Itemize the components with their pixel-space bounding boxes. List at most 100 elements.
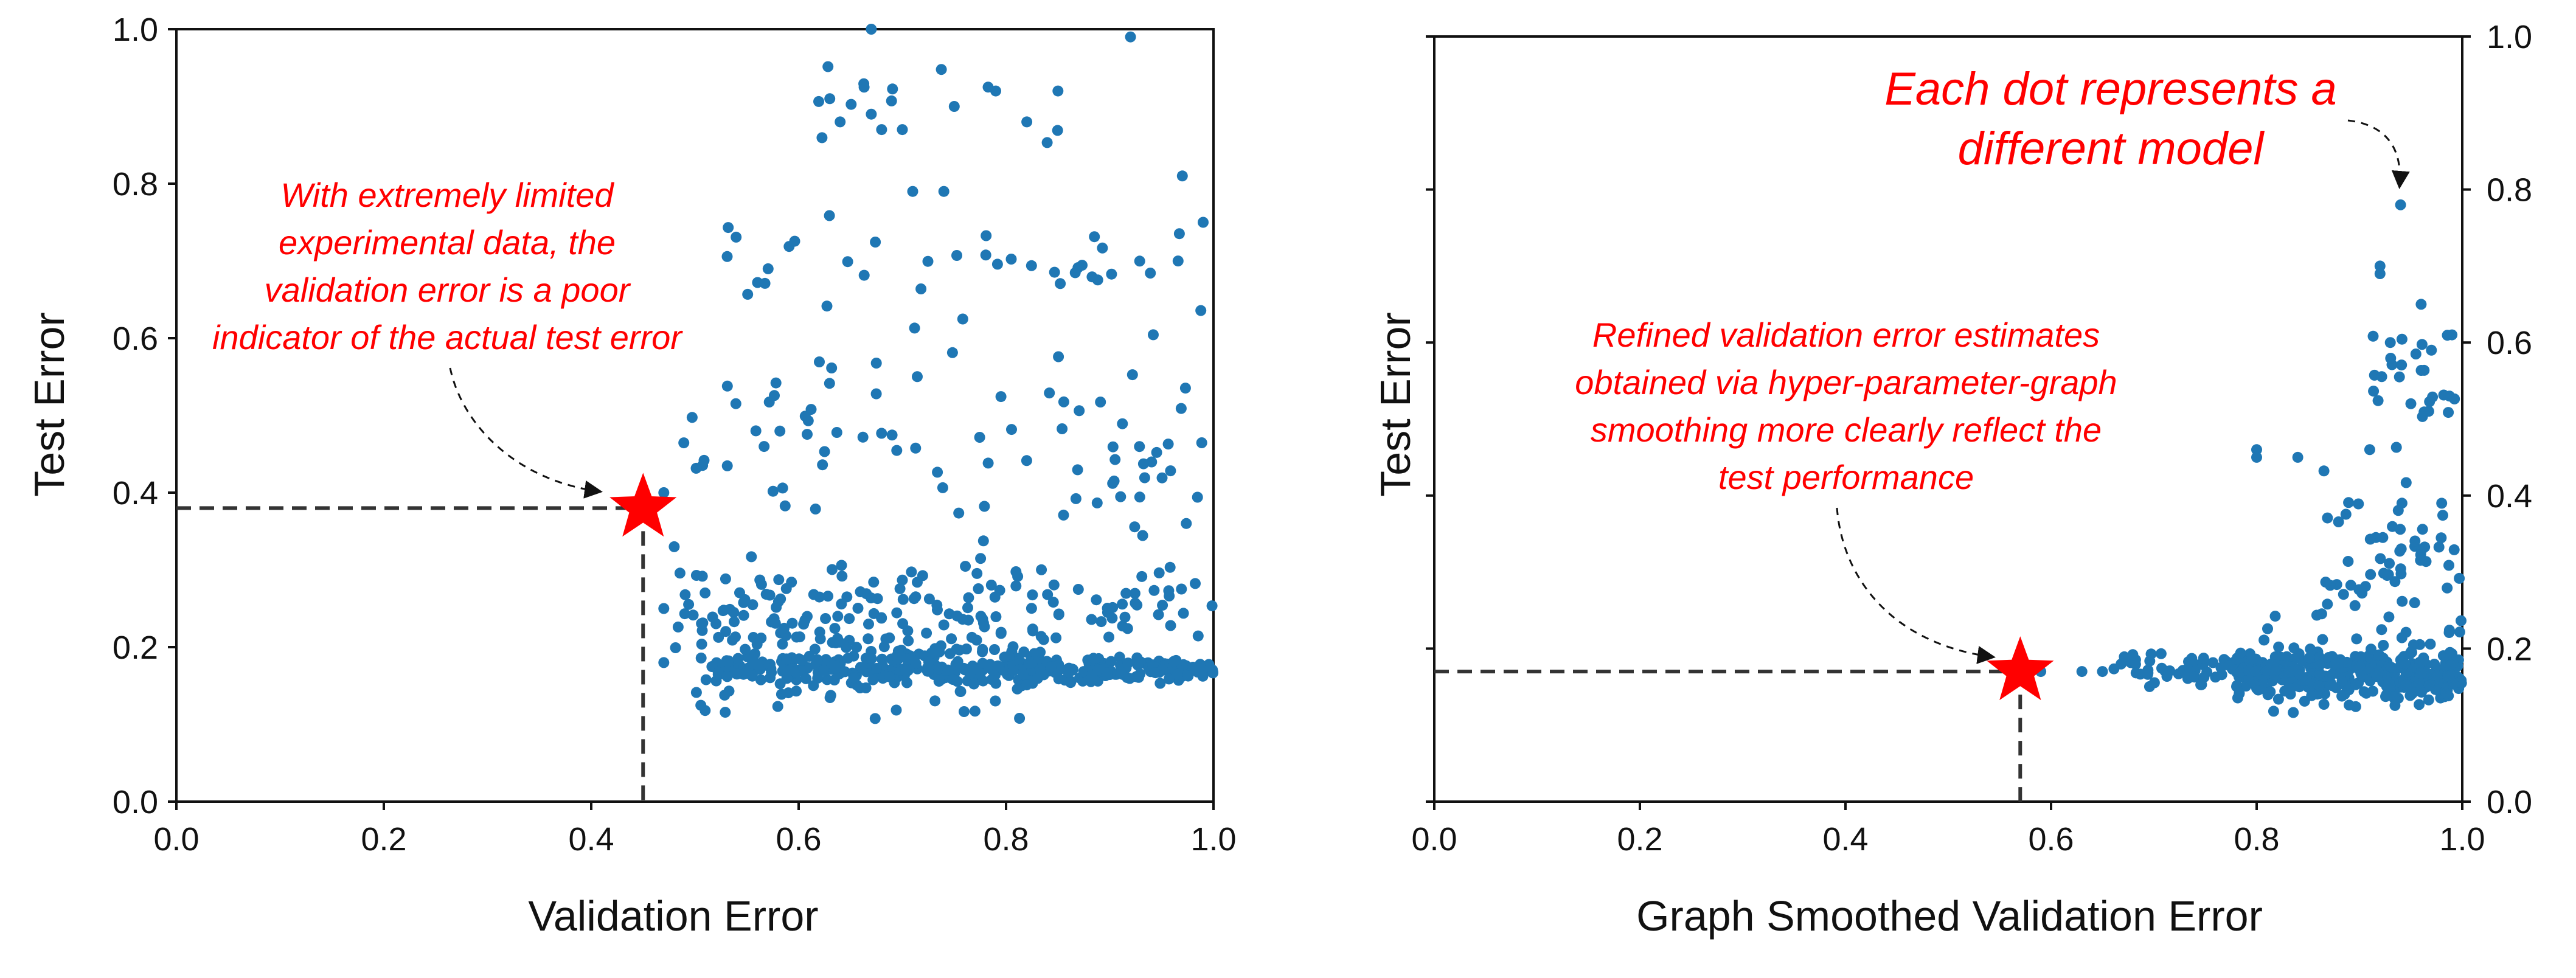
scatter-point	[921, 627, 932, 639]
scatter-point	[2399, 658, 2411, 670]
scatter-point	[848, 672, 859, 684]
scatter-point	[794, 631, 805, 643]
scatter-point	[2392, 505, 2404, 516]
scatter-point	[1072, 262, 1084, 274]
scatter-point	[1106, 612, 1118, 624]
scatter-point	[1206, 600, 1218, 612]
scatter-point	[2303, 652, 2315, 664]
left-x-tick-label: 0.0	[153, 821, 199, 858]
scatter-point	[2273, 641, 2285, 653]
scatter-point	[2444, 647, 2456, 658]
scatter-point	[980, 249, 991, 261]
scatter-point	[2353, 498, 2364, 510]
right-annotation-line-2: obtained via hyper-parameter-graph	[1575, 363, 2117, 401]
scatter-point	[2449, 393, 2460, 404]
scatter-point	[2445, 659, 2456, 670]
scatter-point	[1150, 667, 1161, 679]
scatter-point	[1086, 614, 1097, 625]
scatter-point	[2367, 330, 2379, 342]
scatter-point	[723, 222, 734, 234]
scatter-point	[2292, 451, 2303, 463]
scatter-point	[802, 611, 813, 622]
scatter-point	[2408, 639, 2419, 651]
scatter-point	[886, 429, 898, 441]
scatter-point	[2374, 268, 2386, 279]
scatter-point	[720, 573, 731, 584]
scatter-point	[863, 633, 874, 645]
scatter-point	[754, 574, 766, 586]
scatter-point	[2283, 666, 2294, 678]
scatter-point	[2378, 640, 2389, 651]
scatter-point	[981, 230, 992, 241]
scatter-point	[1044, 387, 1055, 399]
scatter-point	[2389, 693, 2400, 704]
scatter-point	[884, 671, 895, 682]
scatter-point	[2396, 333, 2408, 345]
scatter-point	[721, 460, 733, 471]
scatter-point	[1120, 588, 1132, 599]
scatter-point	[1134, 441, 1145, 453]
right-x-tick-label: 0.4	[1822, 821, 1868, 858]
scatter-point	[1198, 217, 1209, 228]
scatter-point	[1058, 509, 1069, 521]
scatter-point	[762, 263, 774, 274]
scatter-point	[2372, 395, 2384, 406]
scatter-point	[938, 619, 950, 631]
scatter-point	[755, 674, 766, 685]
scatter-point	[2359, 581, 2371, 592]
left-highlight-star-icon	[609, 473, 677, 537]
scatter-point	[2269, 611, 2281, 622]
scatter-point	[697, 617, 709, 629]
scatter-point	[760, 589, 772, 600]
scatter-point	[2374, 260, 2386, 272]
scatter-point	[696, 639, 707, 650]
scatter-point	[912, 371, 923, 383]
scatter-point	[963, 592, 974, 603]
scatter-point	[2258, 634, 2270, 646]
scatter-point	[813, 95, 824, 107]
scatter-point	[700, 674, 712, 685]
scatter-point	[817, 459, 828, 471]
left-annotation-line-3: validation error is a poor	[265, 271, 631, 309]
scatter-point	[1133, 671, 1144, 683]
scatter-point	[720, 626, 732, 637]
scatter-point	[891, 607, 903, 619]
scatter-point	[2364, 533, 2376, 545]
scatter-point	[1136, 570, 1148, 582]
scatter-point	[765, 672, 776, 684]
scatter-point	[971, 634, 982, 646]
scatter-point	[897, 124, 908, 136]
scatter-point	[962, 602, 973, 614]
scatter-point	[2376, 371, 2387, 383]
scatter-point	[1190, 578, 1201, 589]
scatter-point	[1021, 116, 1033, 128]
scatter-point	[782, 665, 793, 677]
scatter-point	[951, 643, 962, 655]
scatter-point	[1124, 673, 1136, 684]
scatter-point	[897, 574, 908, 586]
scatter-point	[977, 657, 988, 669]
scatter-point	[2322, 598, 2333, 610]
scatter-point	[871, 663, 882, 674]
scatter-point	[1052, 125, 1063, 136]
scatter-point	[2338, 589, 2349, 600]
left-y-tick-label: 1.0	[113, 12, 158, 48]
scatter-point	[866, 24, 877, 35]
scatter-point	[971, 567, 983, 579]
scatter-point	[1055, 278, 1066, 290]
scatter-point	[1162, 439, 1174, 450]
scatter-point	[769, 617, 781, 629]
scatter-point	[2336, 675, 2348, 687]
scatter-point	[1091, 497, 1103, 508]
scatter-point	[2076, 666, 2088, 678]
scatter-point	[999, 651, 1010, 663]
scatter-point	[827, 564, 838, 575]
scatter-point	[2351, 633, 2362, 645]
scatter-point	[738, 609, 749, 621]
scatter-point	[1129, 588, 1140, 599]
scatter-point	[781, 653, 792, 665]
scatter-point	[1156, 472, 1168, 484]
scatter-point	[851, 642, 863, 653]
scatter-point	[1109, 454, 1121, 465]
scatter-point	[1102, 603, 1113, 614]
